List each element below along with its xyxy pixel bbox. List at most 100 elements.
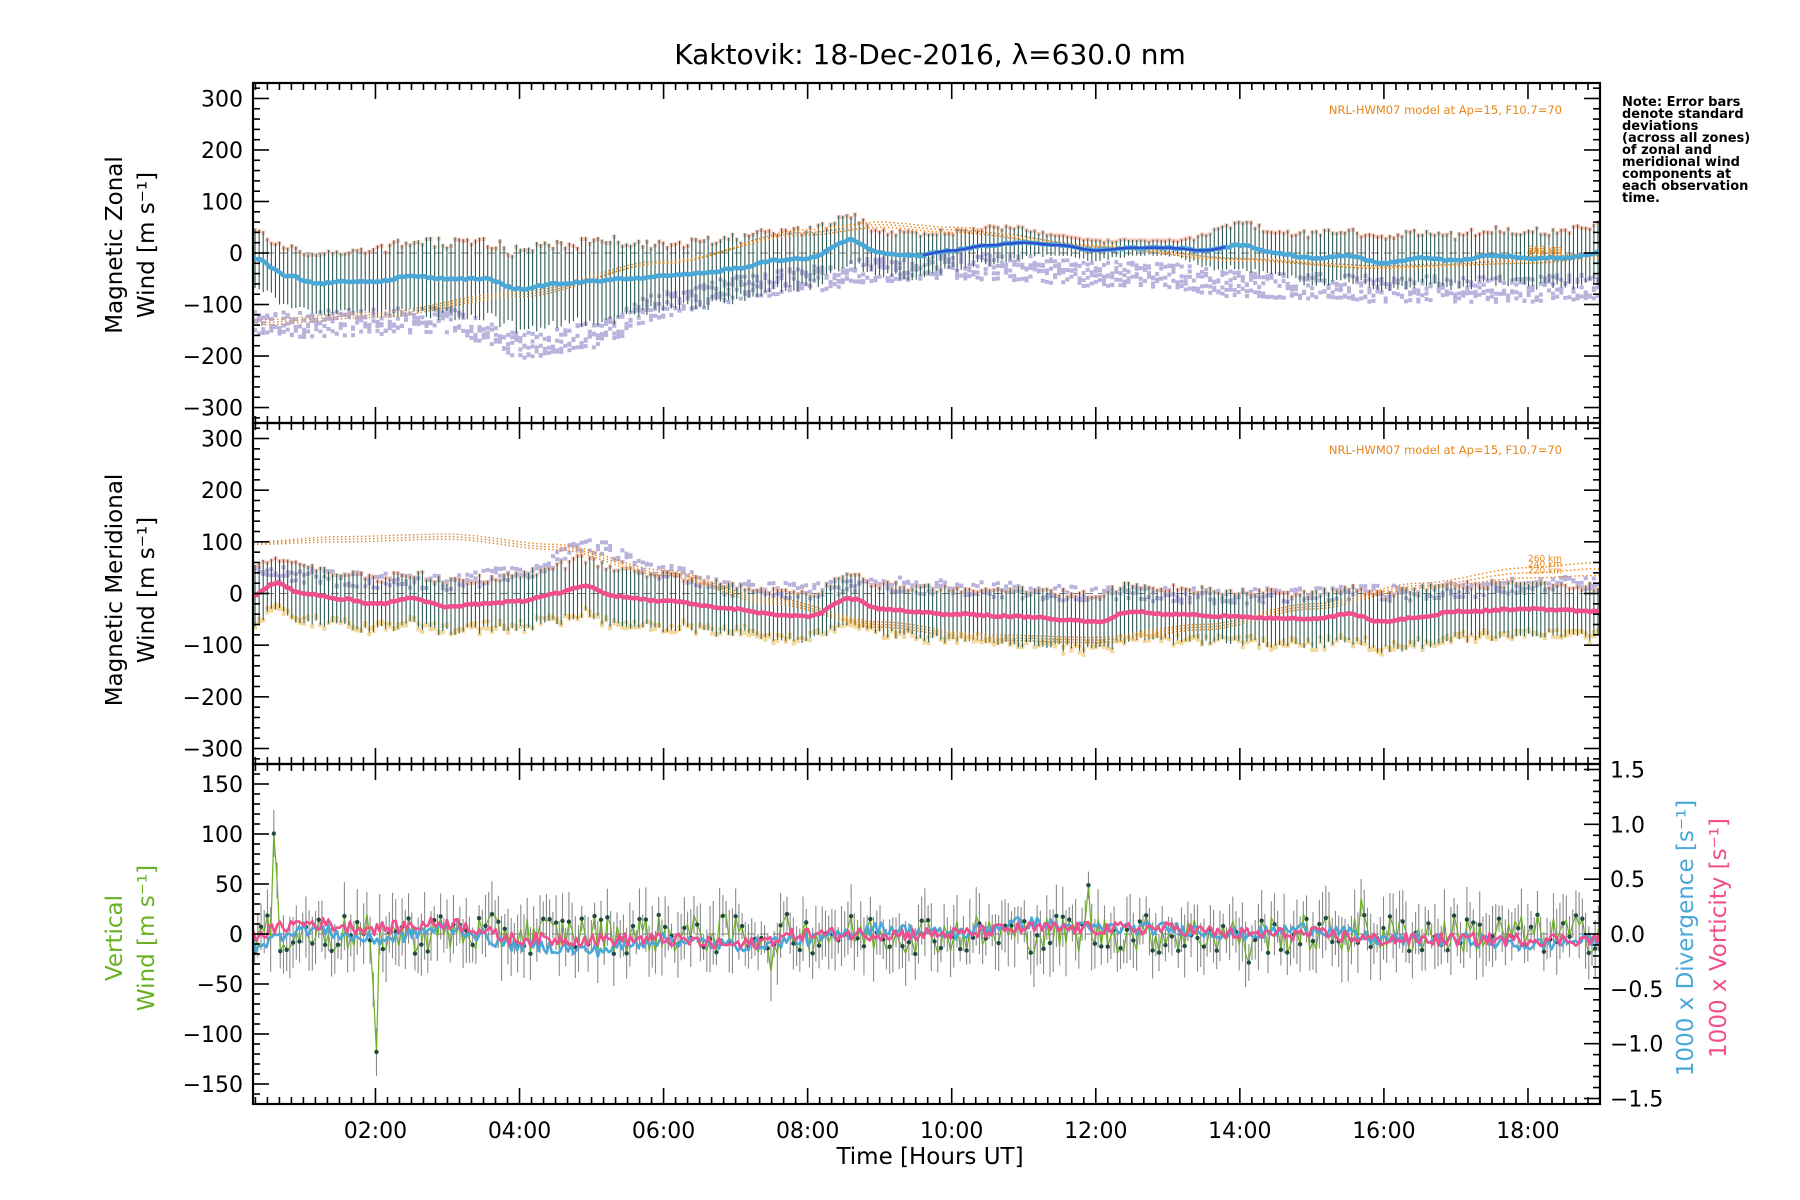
zone-point — [1355, 297, 1360, 302]
zone-point — [889, 278, 894, 283]
zone-point — [253, 328, 258, 333]
zone-point — [1367, 647, 1372, 652]
zone-point — [657, 565, 662, 570]
zone-point — [1297, 643, 1302, 648]
zone-point — [1200, 290, 1205, 295]
zone-point — [1334, 295, 1339, 300]
zone-point — [599, 323, 604, 328]
zone-point — [710, 631, 715, 636]
zone-point — [877, 582, 882, 587]
zone-point — [1102, 282, 1107, 287]
zone-point — [1167, 637, 1172, 642]
zone-point — [1171, 643, 1176, 648]
zone-point — [440, 316, 445, 321]
note-line: meridional wind — [1622, 155, 1740, 170]
zone-point — [1522, 298, 1527, 303]
zone-point — [885, 635, 890, 640]
zone-point — [1363, 295, 1368, 300]
zone-point — [412, 321, 417, 326]
zone-point — [1057, 583, 1062, 588]
zone-point — [1187, 274, 1192, 279]
zone-point — [1297, 295, 1302, 300]
zone-point — [1089, 260, 1094, 265]
zone-point — [1004, 262, 1009, 267]
zone-point — [1538, 281, 1543, 286]
zone-point — [1265, 274, 1270, 279]
zone-point — [510, 330, 515, 335]
zone-point — [853, 279, 858, 284]
zone-point — [893, 276, 898, 281]
zone-point — [481, 327, 486, 332]
zone-point — [1465, 286, 1470, 291]
zone-point — [1053, 259, 1058, 264]
zone-point — [1044, 271, 1049, 276]
zone-point — [620, 329, 625, 334]
zone-point — [1277, 283, 1282, 288]
zone-point — [506, 350, 511, 355]
zone-point — [1171, 269, 1176, 274]
zone-point — [812, 586, 817, 591]
zone-point — [1093, 266, 1098, 271]
zone-point — [979, 640, 984, 645]
zone-point — [653, 626, 658, 631]
altitude-label: 260 km — [1528, 554, 1562, 564]
zone-point — [1114, 277, 1119, 282]
zone-point — [1110, 271, 1115, 276]
zone-point — [624, 626, 629, 631]
zone-point — [371, 314, 376, 319]
zone-point — [1208, 276, 1213, 281]
zone-point — [591, 551, 596, 556]
zone-point — [538, 353, 543, 358]
zone-point — [1469, 299, 1474, 304]
zone-point — [1138, 266, 1143, 271]
zone-point — [632, 562, 637, 567]
zone-point — [1559, 286, 1564, 291]
zone-point — [844, 268, 849, 273]
zone-point — [1587, 294, 1592, 299]
zone-point — [1281, 274, 1286, 279]
zone-point — [518, 336, 523, 341]
zone-point — [1502, 291, 1507, 296]
zone-point — [1102, 644, 1107, 649]
zone-point — [636, 321, 641, 326]
zone-point — [661, 565, 666, 570]
zone-point — [1326, 293, 1331, 298]
zone-point — [346, 624, 351, 629]
zone-point — [1089, 270, 1094, 275]
zone-point — [551, 344, 556, 349]
altitude-label: 240 km — [1528, 560, 1562, 570]
zone-point — [322, 317, 327, 322]
zone-point — [281, 310, 286, 315]
zone-point — [1493, 291, 1498, 296]
zone-point — [1428, 298, 1433, 303]
zone-point — [1273, 645, 1278, 650]
zone-point — [1551, 291, 1556, 296]
zone-point — [506, 346, 511, 351]
zone-point — [420, 629, 425, 634]
zone-point — [1175, 262, 1180, 267]
zone-point — [946, 637, 951, 642]
zone-point — [1559, 290, 1564, 295]
zone-point — [665, 306, 670, 311]
zone-point — [330, 311, 335, 316]
zone-point — [1126, 276, 1131, 281]
zone-point — [1146, 271, 1151, 276]
note-line: denote standard — [1622, 107, 1744, 122]
zone-point — [1024, 641, 1029, 646]
zone-point — [1102, 274, 1107, 279]
zone-point — [595, 614, 600, 619]
zone-point — [971, 270, 976, 275]
zone-point — [285, 314, 290, 319]
zone-point — [1232, 292, 1237, 297]
zone-point — [1465, 290, 1470, 295]
zone-point — [1195, 637, 1200, 642]
zone-point — [1579, 294, 1584, 299]
zone-point — [1216, 279, 1221, 284]
zone-point — [1440, 293, 1445, 298]
zone-point — [832, 272, 837, 277]
zone-point — [844, 271, 849, 276]
zone-point — [955, 272, 960, 277]
zone-point — [1249, 277, 1254, 282]
zone-point — [518, 353, 523, 358]
zone-point — [469, 329, 474, 334]
